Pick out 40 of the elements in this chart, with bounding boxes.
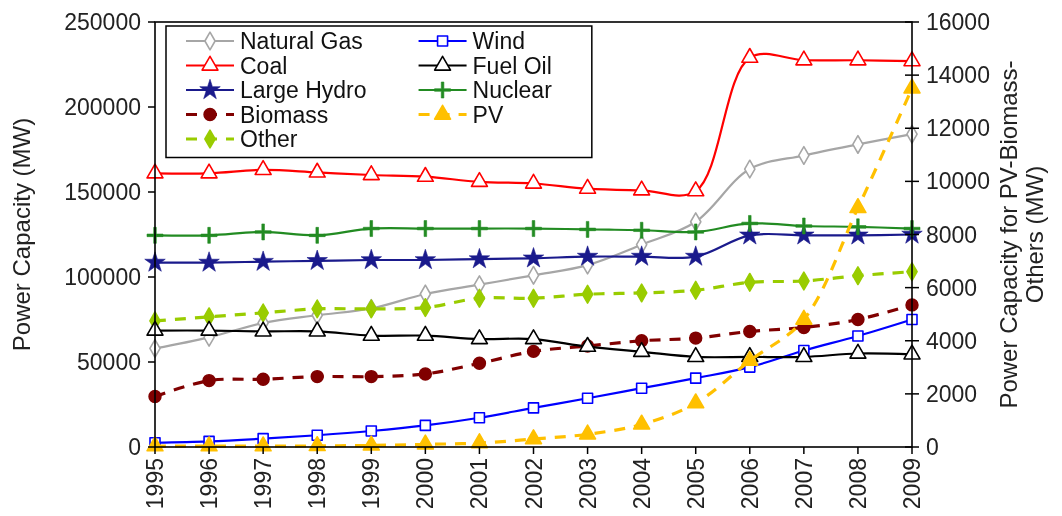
legend-label: Nuclear (472, 77, 553, 103)
y-axis-title: Power Capacity (MW) (8, 117, 35, 352)
x-tick-label: 2000 (412, 458, 439, 510)
x-tick-label: 1995 (142, 458, 168, 510)
y2-tick-label: 0 (926, 434, 939, 460)
legend-label: Large Hydro (240, 77, 367, 103)
x-tick-label: 1999 (358, 458, 385, 510)
y-tick-label: 0 (128, 434, 141, 460)
x-tick-label: 2005 (682, 458, 709, 510)
legend-label: Natural Gas (240, 28, 363, 54)
legend-label: Wind (472, 28, 525, 54)
y-tick-label: 150000 (64, 179, 141, 205)
y-tick-label: 250000 (64, 9, 141, 35)
y2-tick-label: 16000 (926, 9, 990, 35)
y-tick-label: 100000 (64, 264, 141, 290)
x-tick-label: 2007 (790, 458, 817, 510)
x-tick-label: 1996 (196, 458, 223, 510)
y2-tick-label: 12000 (926, 115, 990, 142)
x-tick-label: 2008 (844, 458, 871, 510)
x-tick-label: 2001 (466, 458, 493, 510)
y2-tick-label: 10000 (926, 168, 990, 195)
x-tick-label: 2009 (899, 458, 925, 510)
legend-label: Coal (240, 52, 288, 79)
x-tick-label: 2003 (574, 458, 601, 510)
legend-label: PV (472, 101, 504, 128)
x-tick-label: 2006 (736, 458, 763, 510)
y-tick-label: 200000 (64, 94, 141, 120)
y2-tick-label: 14000 (926, 62, 990, 89)
y2-tick-label: 2000 (926, 380, 978, 407)
x-tick-label: 1997 (250, 458, 277, 510)
legend-label: Other (240, 126, 298, 152)
y2-tick-label: 6000 (926, 274, 978, 301)
x-tick-label: 2002 (520, 458, 547, 510)
y2-tick-label: 8000 (926, 221, 978, 248)
y2-tick-label: 4000 (926, 327, 978, 354)
x-tick-label: 1998 (304, 458, 331, 510)
legend-label: Fuel Oil (472, 52, 552, 79)
y2-axis-title: Power Capacity for PV-Biomass-Others (MW) (995, 60, 1049, 409)
x-tick-label: 2004 (628, 457, 655, 510)
y-tick-label: 50000 (77, 349, 141, 375)
